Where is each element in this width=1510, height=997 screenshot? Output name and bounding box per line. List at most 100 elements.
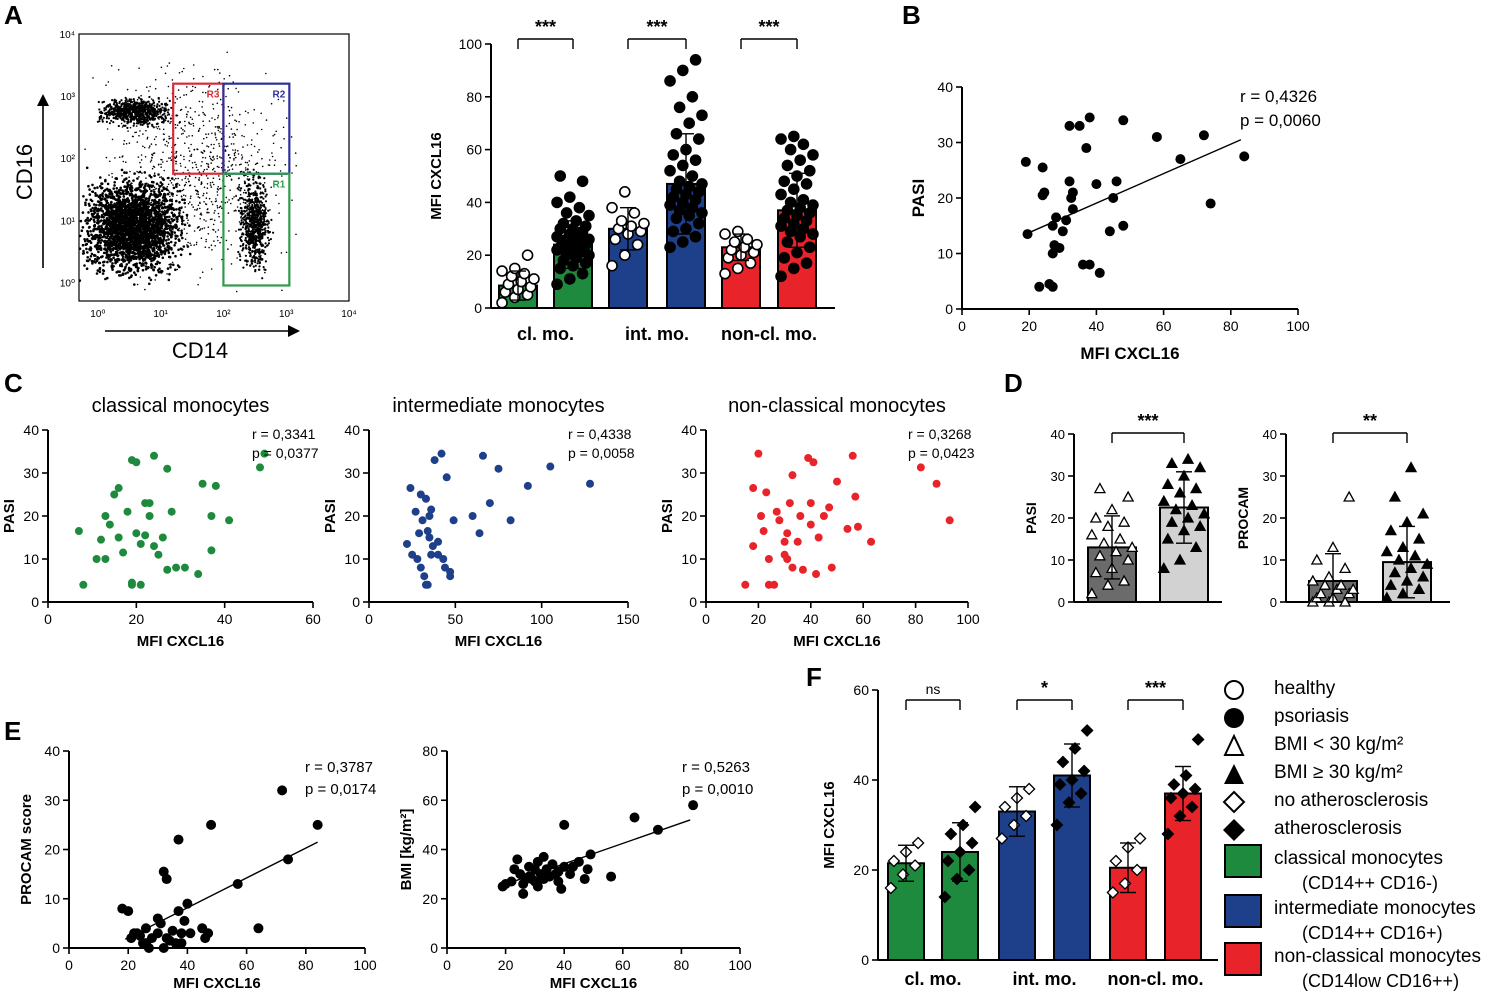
flow-event bbox=[211, 132, 213, 135]
flow-event bbox=[161, 159, 163, 161]
flow-event bbox=[186, 217, 188, 220]
flow-event bbox=[243, 135, 245, 138]
flow-event bbox=[123, 106, 126, 109]
flow-event bbox=[138, 170, 142, 174]
flow-event bbox=[153, 166, 156, 168]
flow-event bbox=[125, 104, 128, 107]
flow-event bbox=[241, 244, 244, 247]
flow-event bbox=[147, 254, 151, 258]
flow-event bbox=[261, 165, 264, 168]
flow-event bbox=[132, 118, 135, 121]
flow-event bbox=[92, 212, 96, 215]
flow-event bbox=[163, 205, 167, 209]
flow-event bbox=[90, 259, 94, 263]
flow-event bbox=[85, 222, 89, 225]
flow-event bbox=[200, 181, 203, 183]
flow-event bbox=[125, 142, 128, 145]
flow-event bbox=[86, 238, 89, 241]
gate-label: R2 bbox=[273, 90, 286, 101]
flow-event bbox=[142, 241, 146, 245]
flow-event bbox=[138, 224, 141, 228]
flow-event bbox=[152, 189, 155, 191]
flow-event bbox=[229, 175, 231, 177]
flow-event bbox=[201, 161, 203, 163]
flow-event bbox=[265, 193, 268, 196]
flow-event bbox=[157, 217, 161, 221]
flow-event bbox=[272, 135, 274, 137]
flow-event bbox=[124, 179, 126, 181]
flow-event bbox=[110, 192, 114, 195]
flow-event bbox=[110, 119, 113, 122]
flow-event bbox=[204, 246, 207, 248]
flow-event bbox=[167, 208, 170, 211]
flow-event bbox=[259, 204, 262, 207]
flow-event bbox=[162, 196, 165, 199]
flow-event bbox=[141, 268, 145, 272]
flow-event bbox=[189, 201, 191, 203]
flow-event bbox=[191, 134, 194, 137]
flow-event bbox=[145, 211, 149, 214]
flow-event bbox=[207, 146, 210, 148]
flow-event bbox=[255, 181, 258, 184]
flow-event bbox=[98, 203, 101, 207]
flow-event bbox=[176, 169, 178, 172]
flow-event bbox=[238, 121, 240, 123]
flow-event bbox=[161, 239, 164, 243]
flow-event bbox=[96, 186, 99, 189]
flow-event bbox=[196, 193, 198, 195]
data-point bbox=[518, 267, 531, 280]
flow-event bbox=[231, 114, 234, 116]
flow-event bbox=[142, 195, 145, 199]
flow-event bbox=[82, 195, 85, 198]
flow-event bbox=[105, 84, 107, 86]
flow-event bbox=[124, 253, 128, 257]
flow-event bbox=[166, 160, 168, 163]
flow-event bbox=[196, 208, 199, 210]
flow-event bbox=[135, 89, 137, 92]
flow-event bbox=[169, 263, 172, 266]
flow-event bbox=[242, 247, 245, 250]
flow-event bbox=[192, 77, 195, 80]
flow-event bbox=[169, 240, 173, 244]
flow-event bbox=[207, 226, 210, 228]
flow-event bbox=[130, 214, 133, 218]
flow-event bbox=[150, 259, 153, 263]
flow-event bbox=[265, 72, 267, 75]
flow-event bbox=[97, 250, 100, 254]
flow-event bbox=[114, 104, 117, 107]
flow-event bbox=[239, 238, 242, 241]
flow-event bbox=[143, 212, 145, 214]
flow-event bbox=[261, 277, 264, 280]
flow-event bbox=[162, 236, 166, 239]
flow-event bbox=[245, 263, 248, 266]
flow-event bbox=[111, 99, 114, 102]
flow-event bbox=[216, 191, 219, 193]
flow-event bbox=[247, 175, 249, 178]
flow-event bbox=[275, 130, 278, 133]
flow-event bbox=[119, 236, 122, 240]
flow-event bbox=[193, 215, 196, 217]
flow-event bbox=[207, 177, 209, 179]
flow-event bbox=[99, 116, 103, 119]
flow-event bbox=[279, 170, 282, 172]
flow-event bbox=[251, 249, 254, 253]
flow-event bbox=[105, 156, 108, 159]
flow-event bbox=[231, 133, 234, 135]
data-point bbox=[560, 207, 573, 219]
flow-event bbox=[96, 269, 100, 272]
flow-event bbox=[243, 189, 246, 191]
flow-event bbox=[148, 188, 151, 190]
flow-event bbox=[248, 195, 251, 198]
flow-event bbox=[230, 106, 233, 109]
flow-event bbox=[108, 122, 111, 125]
flow-event bbox=[200, 165, 202, 167]
flow-event bbox=[252, 122, 255, 124]
flow-event bbox=[145, 189, 147, 191]
flow-event bbox=[110, 244, 114, 247]
flow-event bbox=[166, 186, 169, 188]
flow-event bbox=[123, 258, 126, 262]
flow-event bbox=[129, 170, 131, 173]
flow-event bbox=[124, 231, 127, 235]
flow-event bbox=[121, 258, 124, 262]
flow-event bbox=[143, 214, 147, 217]
